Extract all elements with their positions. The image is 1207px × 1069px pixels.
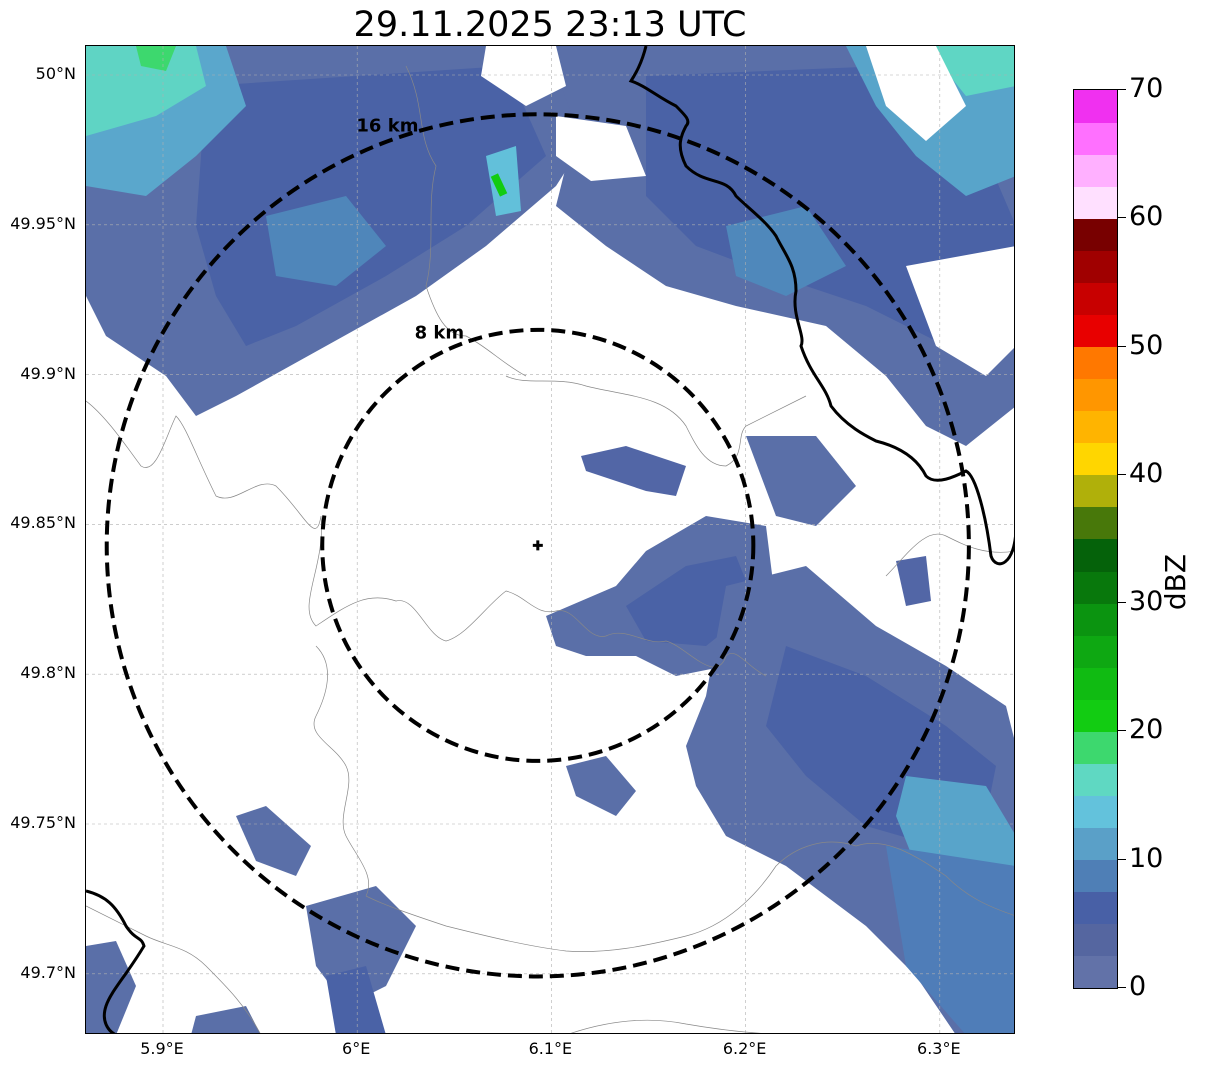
colorbar-tick-mark xyxy=(1118,730,1126,732)
lon-tick-label: 6.3°E xyxy=(917,1039,961,1058)
echo-cell-e1 xyxy=(896,556,931,606)
radar-map-canvas: 8 km 16 km xyxy=(86,46,1014,1033)
colorbar-segment xyxy=(1074,923,1117,957)
echo-region-nw-cyan xyxy=(86,46,206,136)
colorbar-tick-label: 60 xyxy=(1129,201,1164,233)
lon-tick-label: 6.1°E xyxy=(528,1039,573,1058)
lat-tick-label: 49.7°N xyxy=(20,962,76,982)
colorbar-unit-wrap: dBZ xyxy=(1159,554,1198,632)
national-border xyxy=(86,46,1014,1033)
colorbar-segment xyxy=(1074,282,1117,315)
colorbar-segment xyxy=(1074,667,1117,700)
lat-tick-label: 49.75°N xyxy=(10,813,76,832)
echo-cell-ne1 xyxy=(726,206,846,296)
lat-tick-label: 49.95°N xyxy=(10,213,76,233)
map-title: 29.11.2025 23:13 UTC xyxy=(353,5,747,45)
colorbar-segment xyxy=(1074,539,1117,572)
colorbar-tick-mark xyxy=(1118,217,1126,219)
range-ring-16km xyxy=(104,112,971,979)
range-ring-label-8km: 8 km xyxy=(415,322,465,343)
echo-cell-sw1 xyxy=(236,806,311,876)
clear-patch-1 xyxy=(481,46,566,106)
range-ring-8km xyxy=(320,327,756,763)
radar-site-marker xyxy=(532,540,543,551)
lon-tick-label: 5.9°E xyxy=(140,1039,184,1058)
lat-tick-label: 49.85°N xyxy=(10,513,76,533)
colorbar-unit-label: dBZ xyxy=(1159,553,1193,611)
colorbar xyxy=(1073,89,1118,989)
lat-tick-label: 50°N xyxy=(35,64,76,83)
colorbar-segment xyxy=(1074,218,1117,251)
echo-cell-n2 xyxy=(486,146,521,216)
colorbar-segment xyxy=(1074,410,1117,444)
colorbar-segment xyxy=(1074,154,1117,187)
colorbar-segment xyxy=(1074,442,1117,476)
echo-region-nw-green xyxy=(136,46,176,71)
echo-cell-sw3 xyxy=(326,966,386,1033)
reflectivity-echo-layer xyxy=(86,46,1014,1033)
colorbar-segment xyxy=(1074,891,1117,925)
colorbar-segment xyxy=(1074,795,1117,829)
colorbar-tick-mark xyxy=(1118,858,1126,860)
echo-region-se-east xyxy=(886,846,1014,1033)
colorbar-segment xyxy=(1074,250,1117,283)
colorbar-tick-mark xyxy=(1118,602,1126,604)
colorbar-tick-label: 10 xyxy=(1129,842,1164,874)
colorbar-segment xyxy=(1074,635,1117,668)
colorbar-tick-mark xyxy=(1118,473,1126,475)
echo-cell-n1 xyxy=(266,196,386,286)
colorbar-tick-mark xyxy=(1118,89,1126,90)
colorbar-tick-label: 30 xyxy=(1129,586,1164,618)
echo-cell-c4 xyxy=(566,756,636,816)
lat-tick-label: 49.8°N xyxy=(20,663,76,683)
colorbar-segment xyxy=(1074,378,1117,412)
colorbar-tick-label: 0 xyxy=(1129,971,1147,1002)
colorbar-tick-label: 40 xyxy=(1129,457,1164,489)
colorbar-segment xyxy=(1074,506,1117,540)
admin-borders xyxy=(86,65,1014,1033)
range-ring-label-16km: 16 km xyxy=(356,116,418,137)
colorbar-segment xyxy=(1074,90,1117,123)
clear-patch-2 xyxy=(556,116,646,181)
colorbar-segment xyxy=(1074,699,1117,732)
colorbar-tick-label: 50 xyxy=(1129,329,1164,361)
echo-cell-sw4 xyxy=(86,941,136,1033)
echo-cell-c2 xyxy=(746,436,856,526)
colorbar-segment xyxy=(1074,186,1117,219)
colorbar-segment xyxy=(1074,571,1117,604)
colorbar-segment xyxy=(1074,603,1117,636)
lat-tick-label: 49.9°N xyxy=(20,363,76,383)
clear-patch-4 xyxy=(906,246,1014,376)
colorbar-segment xyxy=(1074,763,1117,797)
colorbar-segment xyxy=(1074,955,1117,988)
colorbar-segment xyxy=(1074,474,1117,508)
map-gridlines xyxy=(86,46,1014,1033)
colorbar-segment xyxy=(1074,859,1117,893)
range-rings: 8 km 16 km xyxy=(104,112,971,979)
colorbar-tick-label: 70 xyxy=(1129,73,1164,104)
colorbar-tick-mark xyxy=(1118,987,1126,988)
echo-cell-sw5 xyxy=(191,1006,260,1033)
echo-cell-c1 xyxy=(581,446,686,496)
colorbar-segment xyxy=(1074,122,1117,155)
colorbar-segment xyxy=(1074,827,1117,861)
radar-map[interactable]: 8 km 16 km xyxy=(85,45,1015,1034)
echo-cell-n3 xyxy=(490,173,508,197)
colorbar-tick-mark xyxy=(1118,345,1126,347)
colorbar-tick-label: 20 xyxy=(1129,714,1164,746)
clear-patch-3 xyxy=(866,46,966,141)
echo-region-ne-cyan xyxy=(926,46,1014,96)
colorbar-segment xyxy=(1074,731,1117,764)
lon-tick-label: 6°E xyxy=(342,1039,371,1058)
colorbar-segment xyxy=(1074,346,1117,380)
colorbar-segment xyxy=(1074,314,1117,348)
lon-tick-label: 6.2°E xyxy=(722,1039,767,1058)
